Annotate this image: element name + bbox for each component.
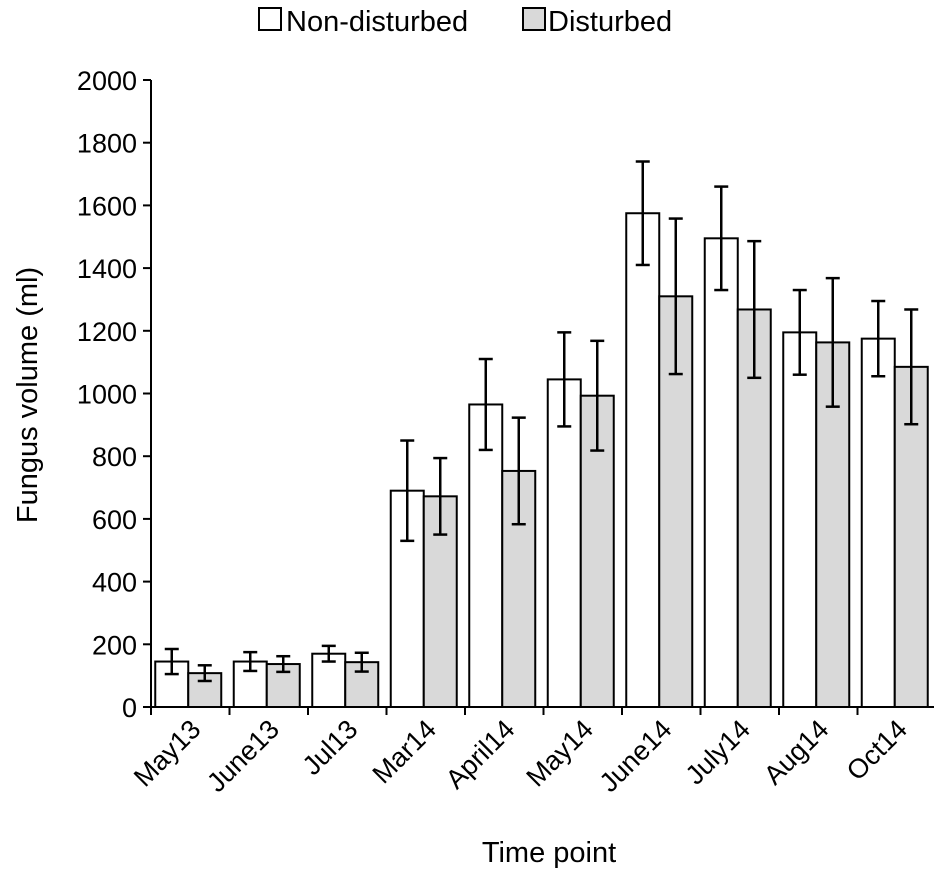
legend-swatch-non-disturbed xyxy=(258,7,282,31)
y-tick-label: 0 xyxy=(122,693,137,723)
y-tick-label: 2000 xyxy=(77,66,137,96)
x-tick-label: Oct14 xyxy=(841,714,913,786)
y-tick-label: 1200 xyxy=(77,317,137,347)
legend-label-disturbed: Disturbed xyxy=(548,6,672,38)
x-axis-title: Time point xyxy=(482,837,616,869)
bar-disturbed xyxy=(736,308,772,708)
bar-non-disturbed xyxy=(546,378,582,708)
x-tick-label: May13 xyxy=(128,714,207,793)
x-tick-label: June14 xyxy=(594,714,678,798)
plot-area: 0 200 400 600 800 1000 1200 1400 1600 1800 2000 May… xyxy=(77,66,934,798)
x-tick-label: July14 xyxy=(680,714,756,790)
y-tick-label: 1800 xyxy=(77,129,137,159)
x-tick-label: April14 xyxy=(440,714,521,795)
y-tick-label: 200 xyxy=(92,630,137,660)
bar-non-disturbed xyxy=(782,331,818,708)
x-tick-label: May14 xyxy=(520,714,599,793)
x-tick-label: June13 xyxy=(201,714,285,798)
bar-disturbed xyxy=(187,672,223,709)
y-tick-label: 1600 xyxy=(77,191,137,221)
y-tick-label: 1400 xyxy=(77,254,137,284)
legend: Non-disturbed Disturbed xyxy=(258,6,672,38)
x-tick-label: Mar14 xyxy=(367,714,442,789)
legend-swatch-disturbed xyxy=(522,7,546,31)
y-tick-label: 600 xyxy=(92,505,137,535)
y-tick-label: 800 xyxy=(92,442,137,472)
bar-non-disturbed xyxy=(860,337,896,708)
bar-non-disturbed xyxy=(703,237,739,708)
x-tick-label: Aug14 xyxy=(758,714,834,790)
y-axis-title: Fungus volume (ml) xyxy=(12,267,44,523)
y-tick-label: 1000 xyxy=(77,380,137,410)
legend-label-non-disturbed: Non-disturbed xyxy=(286,6,468,38)
bar-non-disturbed xyxy=(625,212,661,709)
x-tick-label: Jul13 xyxy=(297,714,364,781)
y-tick-label: 400 xyxy=(92,568,137,598)
